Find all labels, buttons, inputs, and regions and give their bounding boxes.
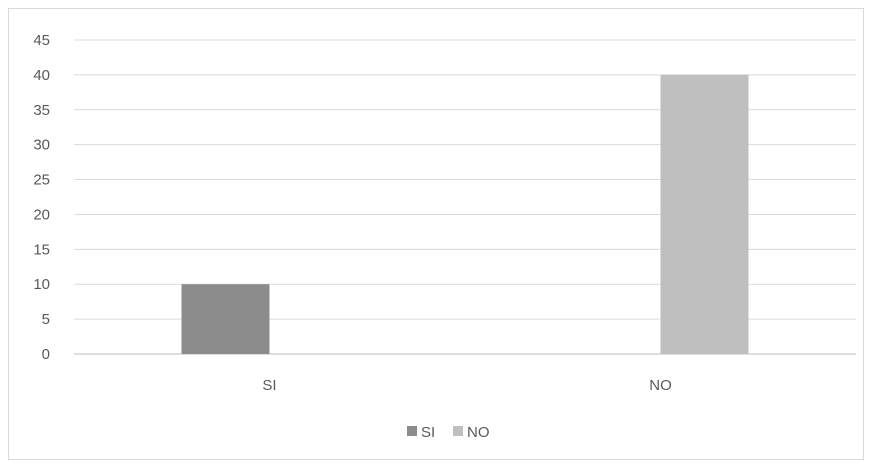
x-category-label: NO bbox=[649, 377, 672, 394]
bars bbox=[181, 74, 749, 354]
legend-swatch-no bbox=[453, 426, 463, 436]
y-tick-label: 10 bbox=[33, 276, 50, 293]
legend-label-si: SI bbox=[421, 424, 435, 441]
y-tick-label: 45 bbox=[33, 32, 50, 49]
y-tick-label: 20 bbox=[33, 206, 50, 223]
x-category-label: SI bbox=[262, 377, 276, 394]
y-tick-label: 15 bbox=[33, 241, 50, 258]
y-tick-label: 30 bbox=[33, 137, 50, 154]
legend-label-no: NO bbox=[467, 424, 490, 441]
y-tick-label: 5 bbox=[42, 311, 50, 328]
legend-swatch-si bbox=[407, 426, 417, 436]
y-tick-label: 25 bbox=[33, 172, 50, 189]
x-axis-categories: SI NO bbox=[262, 377, 671, 394]
y-tick-label: 40 bbox=[33, 67, 50, 84]
y-axis-ticks: 0 5 10 15 20 25 30 35 40 45 bbox=[33, 32, 50, 363]
bar-si bbox=[181, 284, 270, 354]
bar-no bbox=[660, 74, 749, 354]
y-tick-label: 35 bbox=[33, 102, 50, 119]
legend: SI NO bbox=[407, 424, 490, 441]
y-tick-label: 0 bbox=[42, 346, 50, 363]
